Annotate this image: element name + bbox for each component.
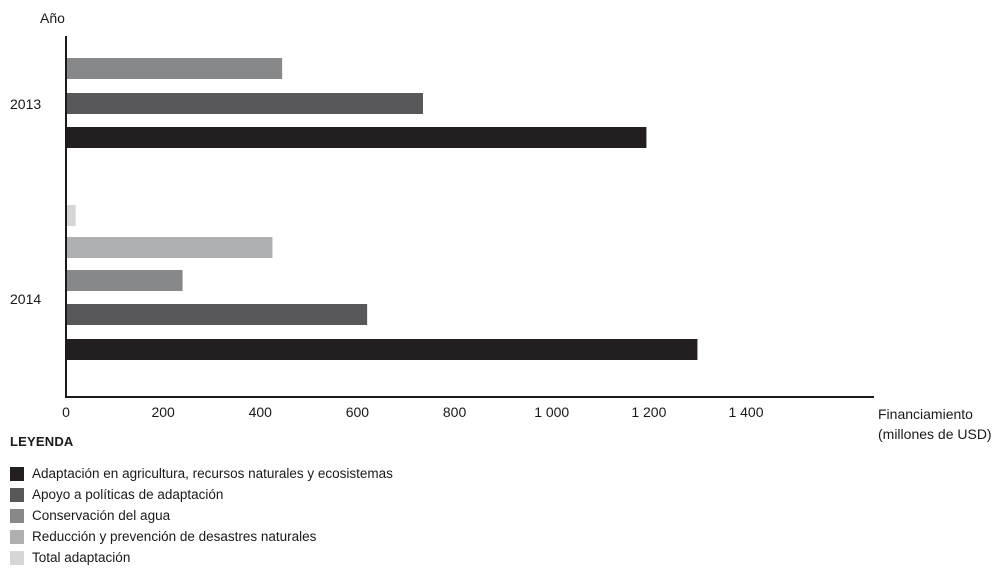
x-tick-label: 600 (346, 404, 370, 420)
bar-2013-series-2 (66, 58, 283, 79)
x-tick-label: 1 000 (534, 404, 569, 420)
x-axis-label-line1: Financiamiento (878, 406, 973, 422)
legend: LEYENDA Adaptación en agricultura, recur… (10, 434, 393, 568)
legend-label: Conservación del agua (32, 508, 171, 523)
bar-2014-series-0 (66, 339, 698, 360)
x-tick-label: 1 400 (728, 404, 763, 420)
x-axis-label: Financiamiento (millones de USD) (878, 404, 992, 444)
legend-swatch (10, 466, 24, 481)
legend-label: Adaptación en agricultura, recursos natu… (32, 466, 393, 481)
y-category-labels: 2013 2014 (10, 96, 41, 307)
x-axis-label-line2: (millones de USD) (878, 426, 992, 442)
legend-item: Adaptación en agricultura, recursos natu… (10, 463, 393, 484)
legend-swatch (10, 508, 24, 523)
bar-2013-series-1 (66, 93, 423, 114)
x-tick-label: 400 (249, 404, 273, 420)
legend-label: Apoyo a políticas de adaptación (32, 487, 224, 502)
x-tick-label: 200 (151, 404, 175, 420)
y-axis-label: Año (40, 10, 65, 26)
bar-2013-series-0 (66, 127, 647, 148)
x-tick-label: 800 (443, 404, 467, 420)
legend-label: Total adaptación (32, 550, 131, 565)
bar-2014-series-3 (66, 237, 273, 258)
bar-2014-series-1 (66, 304, 368, 325)
category-label: 2013 (10, 96, 41, 112)
legend-title: LEYENDA (10, 434, 74, 449)
bars-group (66, 58, 698, 360)
category-label: 2014 (10, 291, 41, 307)
legend-label: Reducción y prevención de desastres natu… (32, 529, 317, 544)
x-tick-label: 1 200 (631, 404, 666, 420)
legend-swatch (10, 529, 24, 544)
bar-2014-series-2 (66, 270, 183, 291)
legend-item: Total adaptación (10, 547, 393, 568)
x-tick-label: 0 (62, 404, 70, 420)
legend-item: Reducción y prevención de desastres natu… (10, 526, 393, 547)
legend-swatch (10, 487, 24, 502)
legend-item: Apoyo a políticas de adaptación (10, 484, 393, 505)
legend-items: Adaptación en agricultura, recursos natu… (10, 463, 393, 568)
legend-item: Conservación del agua (10, 505, 393, 526)
bar-chart: Año 0 200 400 600 800 1 000 1 200 1 400 2013201… (10, 10, 874, 420)
bar-2014-series-4 (66, 205, 76, 226)
x-tick-labels: 0 200 400 600 800 1 000 1 200 1 400 (62, 404, 764, 420)
legend-swatch (10, 550, 24, 565)
